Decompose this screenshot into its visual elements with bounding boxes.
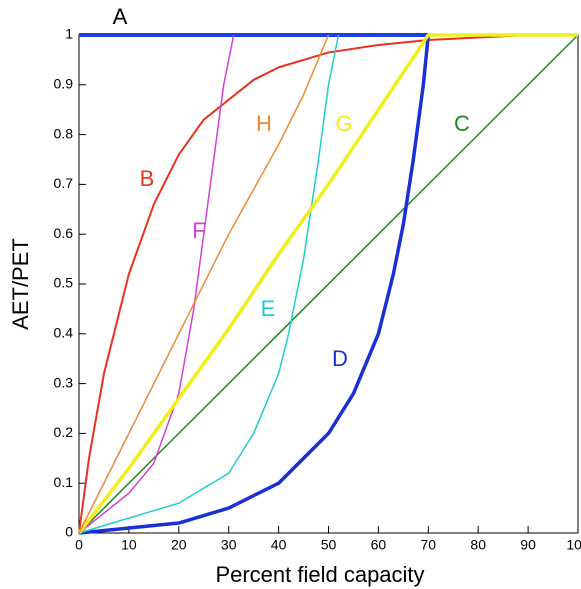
y-tick-label: 1 [65,26,73,42]
y-tick-label: 0.2 [54,424,74,440]
x-tick-label: 10 [121,537,137,553]
curve-label: G [335,111,352,136]
line [77,33,578,535]
y-tick-label: 0.1 [54,474,74,490]
y-axis-title: AET/PET [8,238,33,330]
curve-label: H [256,111,272,136]
line [78,34,340,534]
curve-label: F [192,218,205,243]
y-tick-label: 0.7 [54,175,74,191]
curve-label: C [454,111,470,136]
y-tick-label: 0.5 [54,275,74,291]
x-tick-label: 80 [470,537,486,553]
x-tick-label: 60 [371,537,387,553]
x-tick-label: 0 [75,537,83,553]
curve-label: B [140,166,155,191]
y-tick-label: 0.6 [54,225,74,241]
curve-label: D [332,346,348,371]
line [78,34,431,535]
x-tick-label: 30 [221,537,237,553]
line [78,34,529,534]
line [78,34,579,534]
y-tick-label: 0.4 [54,325,74,341]
curve-label: A [113,4,128,29]
x-tick-label: 70 [421,537,437,553]
x-tick-label: 50 [321,537,337,553]
y-tick-label: 0 [65,524,73,540]
curve-label: E [261,296,276,321]
x-tick-label: 40 [271,537,287,553]
line [78,34,235,534]
x-tick-label: 100 [566,537,581,553]
line [78,34,330,534]
x-tick-label: 90 [520,537,536,553]
y-tick-label: 0.8 [54,125,74,141]
y-tick-label: 0.3 [54,374,74,390]
x-tick-label: 20 [171,537,187,553]
y-tick-label: 0.9 [54,76,74,92]
x-axis-title: Percent field capacity [215,562,424,587]
